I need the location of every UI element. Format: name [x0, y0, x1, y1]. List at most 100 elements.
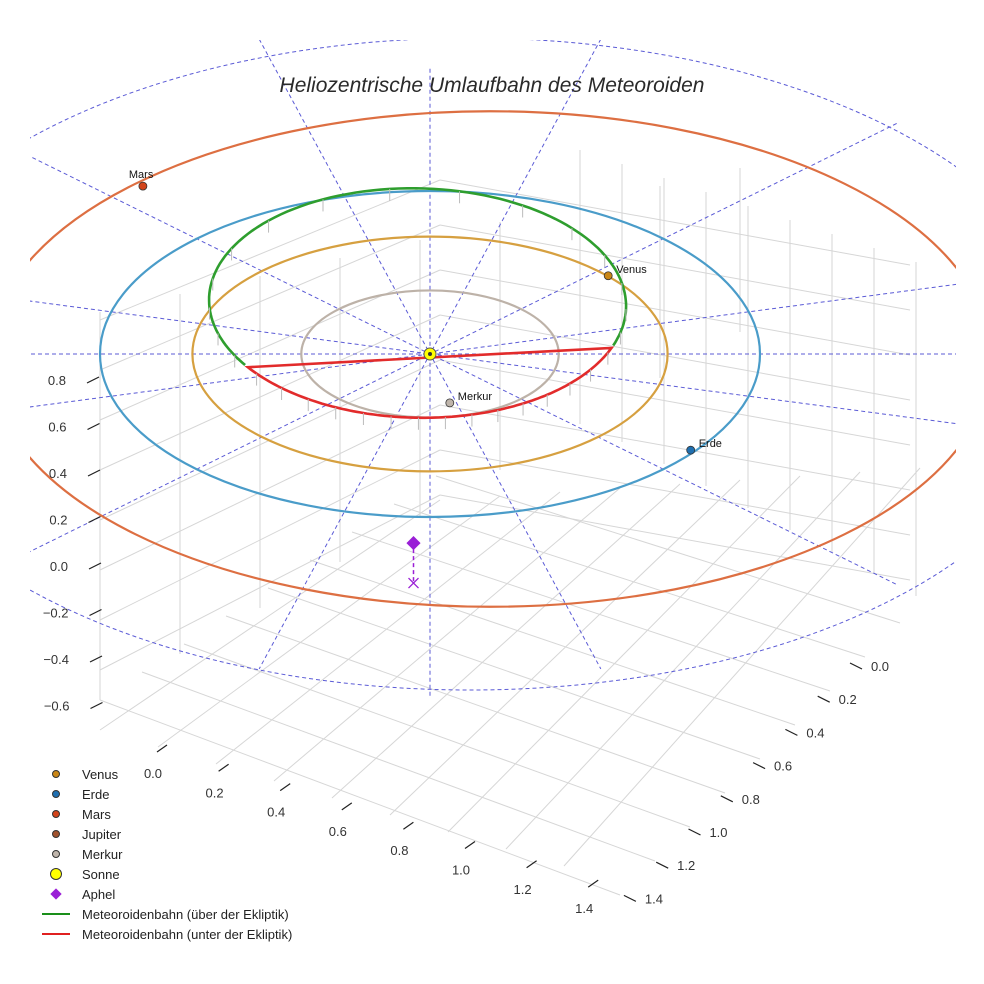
legend-symbol: [40, 804, 76, 824]
y-tick: [817, 695, 830, 703]
z-tick: [87, 469, 101, 477]
grid-line: [439, 224, 911, 311]
legend-symbol: [40, 924, 76, 944]
planet-label-erde: Erde: [699, 438, 722, 450]
orbit-erde: [98, 189, 762, 519]
legend: Venus Erde Mars Jupiter Merkur Sonne Aphel Mete…: [40, 764, 292, 944]
grid-line: [99, 314, 441, 471]
grid-line: [309, 559, 796, 726]
x-tick: [587, 879, 599, 888]
legend-label: Jupiter: [82, 826, 122, 842]
y-tick-label: 0.4: [806, 725, 824, 740]
y-tick: [655, 861, 669, 869]
planet-venus: [603, 271, 613, 281]
legend-label: Aphel: [82, 886, 116, 902]
chart-title: Heliozentrische Umlaufbahn des Meteoroid…: [279, 74, 705, 97]
grid-line: [183, 643, 691, 828]
grid-line: [99, 404, 441, 571]
grid-line: [99, 499, 441, 731]
legend-symbol: [40, 764, 76, 784]
grid-line: [99, 449, 441, 621]
orbit-mars: [30, 110, 956, 608]
legend-marker: [52, 790, 60, 798]
y-tick-label: 1.4: [645, 891, 663, 906]
legend-symbol: [40, 844, 76, 864]
legend-item: Erde: [40, 784, 292, 804]
legend-label: Sonne: [82, 866, 120, 882]
z-tick-label: −0.6: [44, 699, 70, 714]
grid-line: [439, 449, 911, 536]
legend-symbol: [40, 904, 76, 924]
legend-item: Venus: [40, 764, 292, 784]
grid-line: [447, 475, 801, 833]
grid-line: [439, 359, 911, 446]
legend-item: Aphel: [40, 884, 292, 904]
y-tick: [688, 828, 701, 836]
x-tick: [341, 802, 353, 811]
axis-ticks: 0.8 0.6 0.4 0.2 0.0 −0.2 −0.4 −0.6 0.0 0.2 0.4 0.6 0…: [43, 373, 889, 916]
legend-item: Meteoroidenbahn (über der Ekliptik): [40, 904, 292, 924]
legend-item: Meteoroidenbahn (unter der Ekliptik): [40, 924, 292, 944]
grid-line: [439, 314, 911, 401]
planet-erde: [686, 445, 696, 455]
z-tick-label: −0.2: [43, 606, 69, 621]
x-tick-label: 0.4: [267, 805, 285, 820]
z-tick-label: 0.0: [50, 559, 68, 574]
grid-line: [563, 467, 921, 867]
y-tick: [720, 795, 734, 803]
grid-line: [435, 475, 901, 624]
legend-label: Meteoroidenbahn (über der Ekliptik): [82, 906, 289, 922]
grid-line: [393, 503, 866, 658]
x-tick-label: 0.2: [206, 785, 224, 800]
legend-item: Mars: [40, 804, 292, 824]
orbit-venus: [191, 235, 669, 473]
aphelion-ecliptic-mark: [408, 577, 419, 589]
y-tick: [623, 894, 637, 902]
x-tick-label: 0.6: [329, 824, 347, 839]
x-tick: [156, 744, 168, 753]
grid-line: [157, 495, 501, 748]
y-tick: [849, 662, 863, 670]
grid-line: [99, 224, 441, 371]
y-tick-label: 0.2: [839, 692, 857, 707]
legend-symbol: [40, 784, 76, 804]
legend-marker: [50, 888, 62, 900]
reference-lines: [30, 40, 956, 697]
z-tick: [90, 701, 103, 710]
grid-line: [505, 471, 861, 850]
z-tick-label: −0.4: [43, 652, 69, 667]
aphelion-marker: [406, 536, 421, 551]
y-tick-label: 0.6: [774, 759, 792, 774]
x-tick: [218, 763, 229, 772]
y-tick: [752, 762, 766, 770]
reference-line: [30, 300, 956, 425]
reference-circle: [30, 40, 956, 691]
planet-mars: [138, 181, 148, 191]
legend-marker: [50, 868, 62, 880]
planet-merkur: [445, 398, 455, 408]
grid-line: [351, 531, 831, 692]
y-tick-label: 1.2: [677, 858, 695, 873]
legend-item: Jupiter: [40, 824, 292, 844]
grid-line: [215, 491, 561, 765]
z-tick: [89, 655, 103, 663]
planet-label-merkur: Merkur: [458, 391, 493, 403]
legend-label: Erde: [82, 786, 110, 802]
x-tick-label: 1.0: [452, 863, 470, 878]
grid-line: [439, 179, 911, 266]
legend-marker: [42, 913, 70, 915]
z-tick-label: 0.6: [48, 420, 66, 435]
x-tick-label: 1.2: [514, 882, 532, 897]
point-markers: Mars Venus Merkur Erde: [129, 169, 722, 589]
legend-marker: [42, 933, 70, 935]
grid-line: [225, 615, 726, 794]
legend-symbol: [40, 824, 76, 844]
y-tick-label: 0.8: [742, 792, 760, 807]
x-tick: [403, 821, 414, 830]
legend-symbol: [40, 884, 76, 904]
legend-marker: [52, 770, 60, 778]
legend-marker: [52, 830, 60, 838]
x-tick: [279, 783, 291, 792]
planet-label-venus: Venus: [616, 264, 647, 276]
legend-label: Venus: [82, 766, 119, 782]
